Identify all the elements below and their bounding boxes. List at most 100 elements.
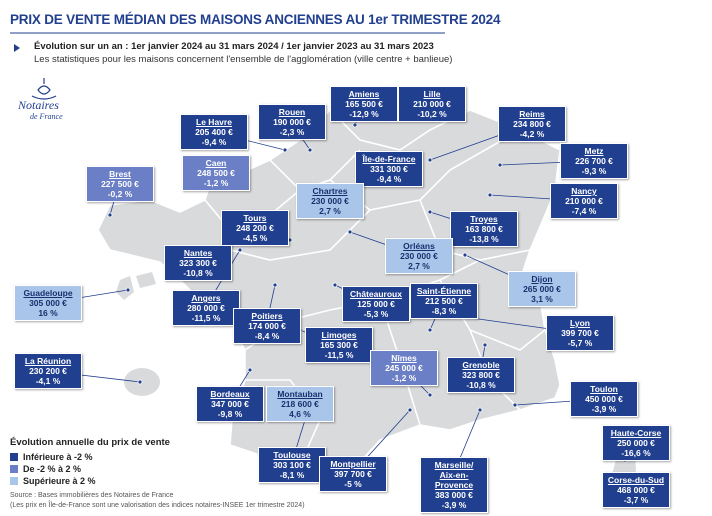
city-box: Dijon 265 000 €3,1 % [508, 271, 576, 307]
city-box: Brest 227 500 € -0,2 % [86, 166, 154, 202]
city-change: 2,7 % [408, 261, 430, 271]
city-price: 230 000 € [311, 196, 349, 206]
city-box: Orléans 230 000 €2,7 % [385, 238, 453, 274]
city-price: 383 000 € [435, 490, 473, 500]
city-change: -4,1 % [35, 376, 61, 386]
city-change: -8,1 % [279, 470, 305, 480]
city-change: -10,8 % [183, 268, 213, 278]
title: PRIX DE VENTE MÉDIAN DES MAISONS ANCIENN… [10, 12, 501, 27]
city-name: Guadeloupe [23, 288, 73, 298]
city-box: Reims 234 800 € -4,2 % [498, 106, 566, 142]
city-box: Saint-Étienne 212 500 € -8,3 % [410, 283, 478, 319]
city-price: 165 500 € [345, 99, 383, 109]
city-change: 16 % [38, 308, 58, 318]
city-price: 248 200 € [236, 223, 274, 233]
city-price: 331 300 € [370, 164, 408, 174]
city-box: Corse-du-Sud 468 000 € -3,7 % [602, 472, 670, 508]
city-change: -10,2 % [417, 109, 447, 119]
city-box: Angers 280 000 € -11,5 % [172, 290, 240, 326]
city-box: Nantes 323 300 € -10,8 % [164, 245, 232, 281]
city-name: Tours [243, 213, 267, 223]
city-change: -5 % [344, 479, 362, 489]
city-box: Troyes 163 800 € -13,8 % [450, 211, 518, 247]
city-price: 190 000 € [273, 117, 311, 127]
city-change: -8,4 % [254, 331, 280, 341]
city-box: Nancy 210 000 € -7,4 % [550, 183, 618, 219]
city-price: 323 300 € [179, 258, 217, 268]
city-price: 450 000 € [585, 394, 623, 404]
city-name: Nîmes [391, 353, 417, 363]
city-name: Bordeaux [210, 389, 250, 399]
source: Source : Bases immobilières des Notaires… [10, 492, 174, 499]
city-name: Le Havre [196, 117, 232, 127]
city-price: 218 600 € [281, 399, 319, 409]
city-box: Nîmes 245 000 € -1,2 % [370, 350, 438, 386]
city-dot [272, 282, 278, 288]
city-name: Orléans [403, 241, 435, 251]
city-price: 210 000 € [413, 99, 451, 109]
city-price: 468 000 € [617, 485, 655, 495]
city-change: -16,6 % [621, 448, 651, 458]
guadeloupe [116, 276, 134, 300]
city-name: Chartres [312, 186, 348, 196]
city-dot [427, 209, 433, 215]
city-box: Grenoble 323 800 € -10,8 % [447, 357, 515, 393]
guadeloupe-east [136, 272, 156, 288]
city-dot [352, 122, 358, 128]
city-dot [477, 407, 483, 413]
city-box: Montauban 218 600 €4,6 % [266, 386, 334, 422]
city-name: Saint-Étienne [416, 286, 472, 296]
city-dot [125, 287, 131, 293]
city-change: -7,4 % [571, 206, 597, 216]
city-name: Haute-Corse [610, 428, 662, 438]
city-dot [497, 162, 503, 168]
city-dot [137, 379, 143, 385]
legend: Inférieure à -2 % De -2 % à 2 % Supérieure… [10, 451, 96, 487]
city-box: Bordeaux 347 000 € -9,8 % [196, 386, 264, 422]
legend-swatch [10, 465, 18, 473]
city-dot [247, 367, 253, 373]
city-name: Montpellier [330, 459, 376, 469]
note: Les statistiques pour les maisons concer… [34, 54, 453, 65]
city-change: -3,7 % [623, 495, 649, 505]
city-dot [427, 392, 433, 398]
city-name: Marseille/ Aix-en-Provence [434, 460, 474, 490]
city-change: -4,5 % [242, 233, 268, 243]
city-price: 174 000 € [248, 321, 286, 331]
city-price: 210 000 € [565, 196, 603, 206]
legend-item: Inférieure à -2 % [10, 451, 96, 463]
city-name: Limoges [321, 330, 357, 340]
city-name: Reims [519, 109, 545, 119]
city-change: -10,8 % [466, 380, 496, 390]
city-price: 226 700 € [575, 156, 613, 166]
legend-item: Supérieure à 2 % [10, 475, 96, 487]
city-change: -9,4 % [376, 174, 402, 184]
city-dot [427, 327, 433, 333]
city-dot [307, 147, 313, 153]
city-change: -2,3 % [279, 127, 305, 137]
city-change: -9,4 % [201, 137, 227, 147]
city-dot [482, 342, 488, 348]
legend-item: De -2 % à 2 % [10, 463, 96, 475]
city-change: -8,3 % [431, 306, 457, 316]
city-price: 163 800 € [465, 224, 503, 234]
city-box: Toulouse 303 100 € -8,1 % [258, 447, 326, 483]
city-dot [462, 252, 468, 258]
city-price: 165 300 € [320, 340, 358, 350]
city-box: Montpellier 397 700 € -5 % [319, 456, 387, 492]
city-box: Lyon 399 700 € -5,7 % [546, 315, 614, 351]
city-price: 265 000 € [523, 284, 561, 294]
source-note: (Les prix en Île-de-France sont une valo… [10, 502, 305, 509]
city-box: Rouen 190 000 € -2,3 % [258, 104, 326, 140]
city-change: -1,2 % [203, 178, 229, 188]
city-box: Île-de-France 331 300 € -9,4 % [355, 151, 423, 187]
city-name: Amiens [348, 89, 380, 99]
city-name: Toulouse [273, 450, 311, 460]
city-price: 234 800 € [513, 119, 551, 129]
city-box: Châteauroux 125 000 € -5,3 % [342, 286, 410, 322]
city-name: Angers [191, 293, 221, 303]
city-box: Haute-Corse 250 000 € -16,6 % [602, 425, 670, 461]
city-dot [347, 229, 353, 235]
city-price: 230 200 € [29, 366, 67, 376]
legend-title: Évolution annuelle du prix de vente [10, 437, 170, 448]
